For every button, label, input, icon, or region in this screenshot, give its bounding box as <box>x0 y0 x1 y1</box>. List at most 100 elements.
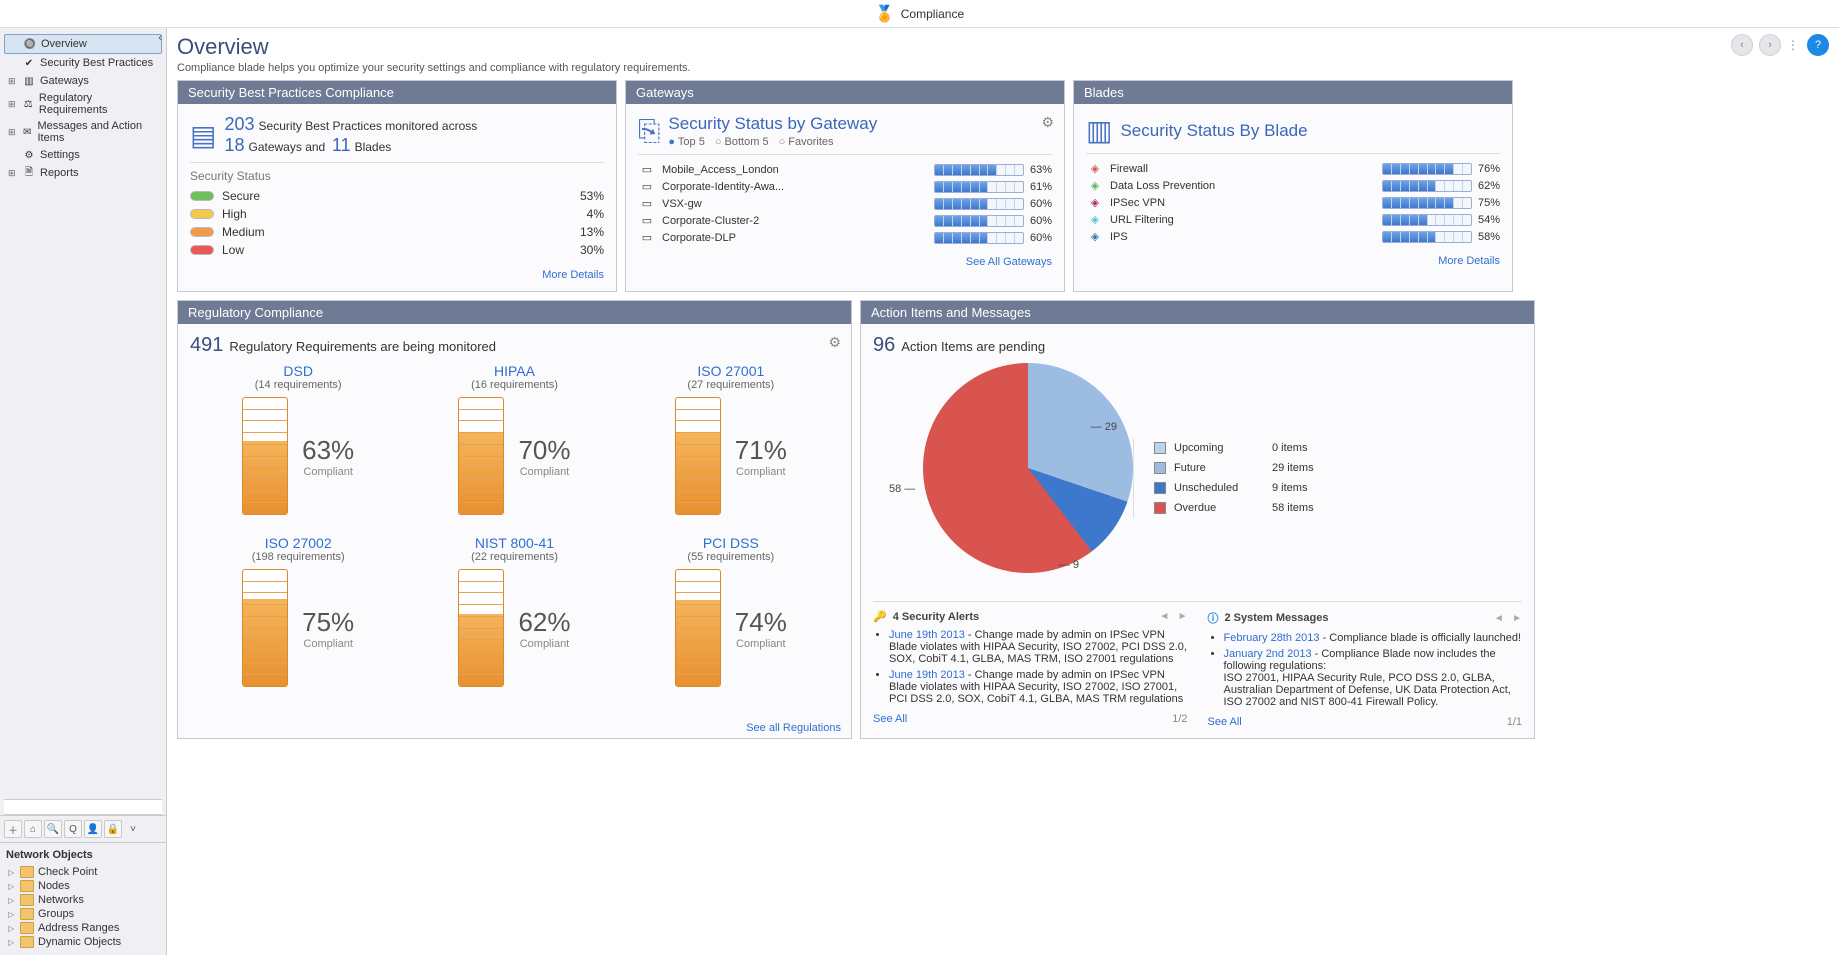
tool-add-icon[interactable]: ＋ <box>4 820 22 838</box>
regulation-nist-800-41[interactable]: NIST 800-41(22 requirements) 62%Complian… <box>406 535 622 687</box>
action-items-count: 96 <box>873 334 895 356</box>
legend-overdue: Overdue58 items <box>1154 498 1332 518</box>
radio-top5[interactable]: Top 5 <box>668 136 704 148</box>
sidebar-scroll-indicator[interactable] <box>4 799 162 815</box>
progress-bar <box>934 181 1024 193</box>
content-area: Overview Compliance blade helps you opti… <box>167 28 1839 955</box>
regulation-iso-27002[interactable]: ISO 27002(198 requirements) 75%Compliant <box>190 535 406 687</box>
panel-blades: Blades ▥ Security Status By Blade ◈Firew… <box>1073 80 1513 292</box>
progress-bar <box>1382 180 1472 192</box>
blades-more-details-link[interactable]: More Details <box>1438 255 1500 267</box>
tool-search-icon[interactable]: 🔍 <box>44 820 62 838</box>
network-object-networks[interactable]: ▷Networks <box>6 893 160 907</box>
network-object-dynamic-objects[interactable]: ▷Dynamic Objects <box>6 935 160 949</box>
status-row-secure: Secure53% <box>190 187 604 205</box>
security-status-title: Security Status <box>190 169 604 183</box>
legend-unscheduled: Unscheduled9 items <box>1154 478 1332 498</box>
regulation-iso-27001[interactable]: ISO 27001(27 requirements) 71%Compliant <box>623 363 839 515</box>
blade-row[interactable]: ◈IPSec VPN75% <box>1086 194 1500 211</box>
network-object-nodes[interactable]: ▷Nodes <box>6 879 160 893</box>
progress-bar <box>1382 197 1472 209</box>
regulation-hipaa[interactable]: HIPAA(16 requirements) 70%Compliant <box>406 363 622 515</box>
pie-chart: — 29 — 9 58 — <box>873 363 1113 593</box>
gateways-settings-icon[interactable]: ⚙ <box>1041 114 1054 131</box>
sidebar-item-reports[interactable]: ⊞🗎Reports <box>4 164 162 182</box>
sbp-more-details-link[interactable]: More Details <box>542 269 604 281</box>
network-object-address-ranges[interactable]: ▷Address Ranges <box>6 921 160 935</box>
system-messages-title: 2 System Messages <box>1225 612 1329 624</box>
gateway-row[interactable]: ▭Corporate-DLP60% <box>638 229 1052 246</box>
see-all-gateways-link[interactable]: See All Gateways <box>966 256 1052 268</box>
practices-count: 203 <box>224 114 254 134</box>
progress-bar <box>934 198 1024 210</box>
message-item[interactable]: February 28th 2013 - Compliance blade is… <box>1224 630 1523 646</box>
system-messages-column: ⓘ2 System Messages ◄ ► February 28th 201… <box>1208 610 1523 728</box>
nav-back-button[interactable]: ‹ <box>1731 34 1753 56</box>
gateways-count: 18 <box>224 135 244 155</box>
blade-row[interactable]: ◈IPS58% <box>1086 228 1500 245</box>
gateway-row[interactable]: ▭Corporate-Identity-Awa...61% <box>638 178 1052 195</box>
see-all-regulations-link[interactable]: See all Regulations <box>746 722 841 734</box>
blade-row[interactable]: ◈Data Loss Prevention62% <box>1086 177 1500 194</box>
regulation-pci-dss[interactable]: PCI DSS(55 requirements) 74%Compliant <box>623 535 839 687</box>
gateway-row[interactable]: ▭Mobile_Access_London63% <box>638 161 1052 178</box>
status-row-low: Low30% <box>190 241 604 259</box>
alerts-pager-nav[interactable]: ◄ ► <box>1159 611 1187 622</box>
sidebar: ‹ ⊞🔘Overview⊞✔Security Best Practices⊞▥G… <box>0 28 167 955</box>
action-items-count-label: Action Items are pending <box>901 339 1045 354</box>
pie-legend: Upcoming0 itemsFuture29 itemsUnscheduled… <box>1133 438 1332 518</box>
radio-favorites[interactable]: Favorites <box>779 136 834 148</box>
progress-bar <box>1382 163 1472 175</box>
sidebar-collapse-icon[interactable]: ‹ <box>158 32 162 44</box>
tool-home-icon[interactable]: ⌂ <box>24 820 42 838</box>
regulatory-settings-icon[interactable]: ⚙ <box>828 334 841 351</box>
header-controls: ‹ › ⋮ ? <box>1731 34 1829 56</box>
panel-regulatory-compliance: Regulatory Compliance ⚙ 491Regulatory Re… <box>177 300 852 739</box>
network-object-groups[interactable]: ▷Groups <box>6 907 160 921</box>
nav-forward-button[interactable]: › <box>1759 34 1781 56</box>
topbar-label: Compliance <box>901 7 964 21</box>
gateways-label: Gateways and <box>249 140 326 154</box>
sidebar-item-gateways[interactable]: ⊞▥Gateways <box>4 72 162 90</box>
messages-pager-nav[interactable]: ◄ ► <box>1494 613 1522 624</box>
sidebar-item-settings[interactable]: ⊞⚙Settings <box>4 146 162 164</box>
sidebar-item-security-best-practices[interactable]: ⊞✔Security Best Practices <box>4 54 162 72</box>
more-menu-icon[interactable]: ⋮ <box>1787 38 1801 52</box>
message-item[interactable]: January 2nd 2013 - Compliance Blade now … <box>1224 646 1523 710</box>
sidebar-toolbar: ＋ ⌂ 🔍 Q 👤 🔒 ˅ <box>0 815 166 843</box>
nav-tree: ⊞🔘Overview⊞✔Security Best Practices⊞▥Gat… <box>0 28 166 188</box>
blades-count: 11 <box>332 135 351 155</box>
network-object-check-point[interactable]: ▷Check Point <box>6 865 160 879</box>
panel-head-sbp: Security Best Practices Compliance <box>178 81 616 104</box>
pie-label-overdue: 58 — <box>889 483 915 495</box>
gateway-row[interactable]: ▭VSX-gw60% <box>638 195 1052 212</box>
regulation-dsd[interactable]: DSD(14 requirements) 63%Compliant <box>190 363 406 515</box>
messages-page: 1/1 <box>1507 716 1522 728</box>
alerts-page: 1/2 <box>1172 713 1187 725</box>
tool-query-icon[interactable]: Q <box>64 820 82 838</box>
panel-security-best-practices: Security Best Practices Compliance ▤ 203… <box>177 80 617 292</box>
sidebar-item-overview[interactable]: ⊞🔘Overview <box>4 34 162 54</box>
alert-item[interactable]: June 19th 2013 - Change made by admin on… <box>889 667 1188 707</box>
status-row-medium: Medium13% <box>190 223 604 241</box>
progress-bar <box>1382 214 1472 226</box>
radio-bottom5[interactable]: Bottom 5 <box>715 136 769 148</box>
blade-row[interactable]: ◈URL Filtering54% <box>1086 211 1500 228</box>
panel-head-gateways: Gateways <box>626 81 1064 104</box>
messages-see-all-link[interactable]: See All <box>1208 716 1242 728</box>
gateway-row[interactable]: ▭Corporate-Cluster-260% <box>638 212 1052 229</box>
blades-icon: ▥ <box>1086 114 1112 147</box>
top-bar: 🏅 Compliance <box>0 0 1839 28</box>
sidebar-item-messages-and-action-items[interactable]: ⊞✉Messages and Action Items <box>4 118 162 146</box>
alerts-see-all-link[interactable]: See All <box>873 713 907 725</box>
sidebar-item-regulatory-requirements[interactable]: ⊞⚖Regulatory Requirements <box>4 90 162 118</box>
tool-more-icon[interactable]: ˅ <box>124 820 142 838</box>
blade-row[interactable]: ◈Firewall76% <box>1086 160 1500 177</box>
tool-lock-icon[interactable]: 🔒 <box>104 820 122 838</box>
alert-item[interactable]: June 19th 2013 - Change made by admin on… <box>889 627 1188 667</box>
page-title: Overview <box>177 34 691 60</box>
tool-user-icon[interactable]: 👤 <box>84 820 102 838</box>
alert-icon: 🔑 <box>873 610 887 623</box>
network-objects-title: Network Objects <box>6 849 160 861</box>
help-button[interactable]: ? <box>1807 34 1829 56</box>
